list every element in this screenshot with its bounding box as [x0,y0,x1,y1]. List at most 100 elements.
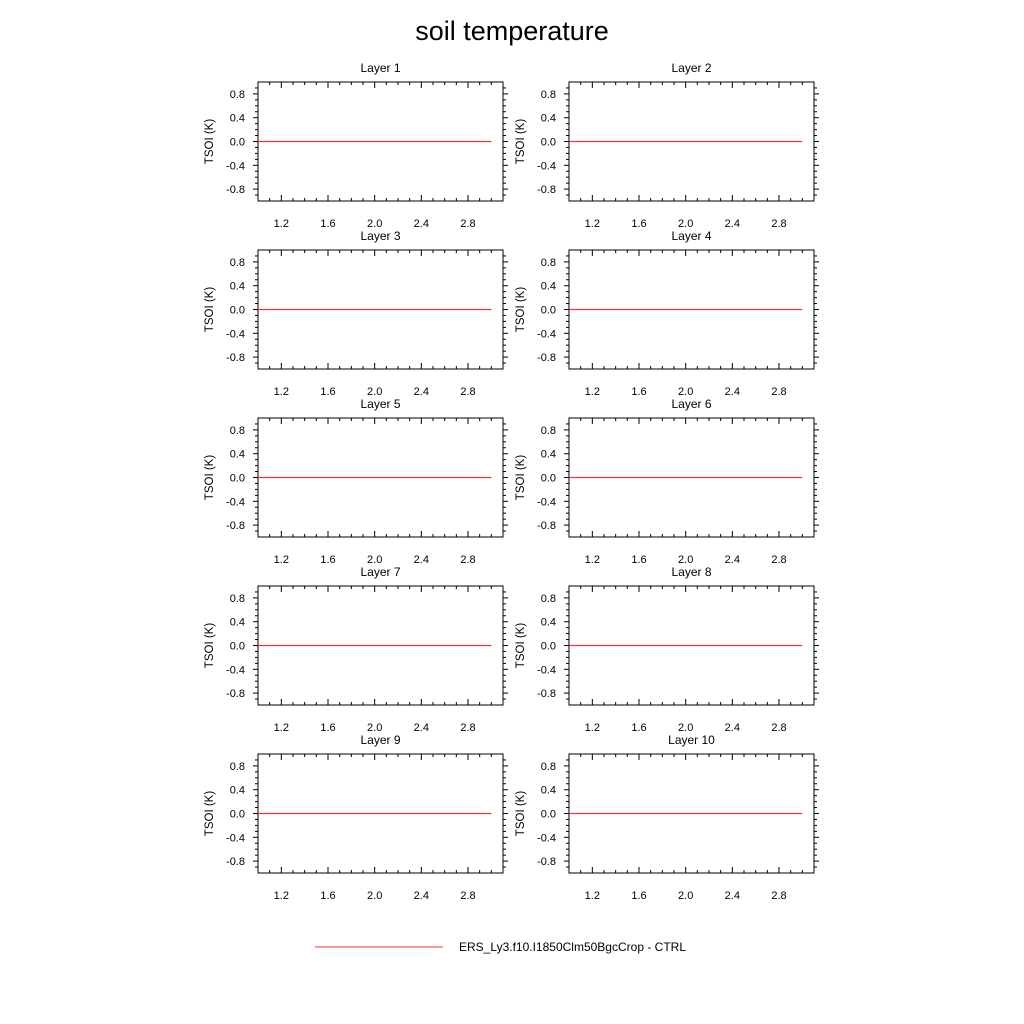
y-tick-label: -0.4 [226,328,245,340]
y-tick-label: 0.4 [230,617,245,629]
y-tick-label: 0.4 [230,449,245,461]
x-tick-label: 1.2 [274,722,289,734]
y-tick-label: 0.4 [230,113,245,125]
figure-title: soil temperature [415,16,609,46]
panel-title: Layer 3 [360,229,400,243]
y-tick-label: -0.8 [537,688,556,700]
y-tick-label: -0.8 [537,856,556,868]
x-tick-label: 2.0 [678,554,693,566]
x-tick-label: 2.8 [771,218,786,230]
x-tick-label: 1.6 [320,722,335,734]
panel-layer-8: Layer 8 1.2 1.6 2.0 2.4 2.8 0.8 0.4 0.0 -0.4 -0.8 T… [515,565,819,734]
y-tick-label: -0.8 [537,352,556,364]
x-tick-label: 1.2 [274,218,289,230]
x-tick-label: 2.4 [725,890,740,902]
y-axis-label: TSOI (K) [515,791,527,837]
y-axis-label: TSOI (K) [515,119,527,165]
x-tick-label: 2.8 [771,386,786,398]
x-tick-label: 1.2 [585,722,600,734]
y-tick-label: 0.8 [541,89,556,101]
x-tick-label: 2.8 [771,722,786,734]
panel-title: Layer 2 [671,61,711,75]
panel-layer-2: Layer 2 1.2 1.6 2.0 2.4 2.8 0.8 0.4 0.0 -0.4 -0.8 T… [515,61,819,230]
x-tick-label: 2.0 [678,890,693,902]
y-tick-label: 0.8 [541,425,556,437]
x-tick-label: 1.6 [320,386,335,398]
y-tick-label: 0.8 [230,257,245,269]
x-tick-label: 2.8 [460,890,475,902]
x-tick-label: 2.8 [460,386,475,398]
y-tick-label: 0.4 [541,785,556,797]
x-tick-label: 1.2 [274,386,289,398]
y-tick-label: 0.0 [541,641,556,653]
y-tick-label: 0.0 [230,473,245,485]
y-tick-label: -0.4 [537,664,556,676]
panel-layer-3: Layer 3 1.2 1.6 2.0 2.4 2.8 0.8 0.4 0.0 -0.4 -0.8 T… [204,229,508,398]
x-tick-label: 1.2 [274,890,289,902]
x-tick-label: 2.8 [771,890,786,902]
x-tick-label: 2.8 [460,218,475,230]
y-tick-label: -0.8 [226,520,245,532]
panel-title: Layer 5 [360,397,400,411]
y-tick-label: -0.4 [537,832,556,844]
legend-label: ERS_Ly3.f10.I1850Clm50BgcCrop - CTRL [459,940,686,954]
y-tick-label: -0.4 [537,160,556,172]
y-tick-label: 0.0 [230,305,245,317]
y-tick-label: -0.4 [226,832,245,844]
x-tick-label: 1.2 [585,554,600,566]
y-tick-label: -0.4 [537,328,556,340]
y-tick-label: -0.4 [226,664,245,676]
panel-title: Layer 6 [671,397,711,411]
x-tick-label: 2.8 [771,554,786,566]
y-tick-label: 0.4 [230,281,245,293]
y-tick-label: -0.8 [226,184,245,196]
x-tick-label: 2.4 [725,218,740,230]
y-axis-label: TSOI (K) [204,455,216,501]
y-axis-label: TSOI (K) [515,623,527,669]
y-tick-label: 0.4 [541,449,556,461]
panel-layer-10: Layer 10 1.2 1.6 2.0 2.4 2.8 0.8 0.4 0.0 -0.4 -0.8… [515,733,819,902]
x-tick-label: 2.0 [367,890,382,902]
panel-title: Layer 8 [671,565,711,579]
panel-title: Layer 9 [360,733,400,747]
y-tick-label: 0.0 [541,137,556,149]
x-tick-label: 1.2 [585,386,600,398]
y-axis-label: TSOI (K) [515,455,527,501]
y-tick-label: 0.8 [541,593,556,605]
x-tick-label: 1.6 [631,554,646,566]
y-tick-label: 0.8 [230,89,245,101]
y-tick-label: 0.0 [230,809,245,821]
y-axis-label: TSOI (K) [204,119,216,165]
x-tick-label: 2.0 [367,554,382,566]
x-tick-label: 2.0 [367,218,382,230]
x-tick-label: 2.4 [414,722,429,734]
y-tick-label: -0.4 [537,496,556,508]
y-axis-label: TSOI (K) [204,791,216,837]
x-tick-label: 1.2 [585,890,600,902]
panel-layer-4: Layer 4 1.2 1.6 2.0 2.4 2.8 0.8 0.4 0.0 -0.4 -0.8 T… [515,229,819,398]
y-tick-label: 0.8 [230,761,245,773]
x-tick-label: 1.6 [631,722,646,734]
x-tick-label: 2.0 [367,722,382,734]
x-tick-label: 2.0 [678,386,693,398]
panel-layer-1: Layer 1 1.2 1.6 2.0 2.4 2.8 0.8 0.4 0.0 -0.4 -0.8 T… [204,61,508,230]
y-tick-label: -0.8 [226,688,245,700]
panel-layer-9: Layer 9 1.2 1.6 2.0 2.4 2.8 0.8 0.4 0.0 -0.4 -0.8 T… [204,733,508,902]
y-tick-label: 0.8 [230,593,245,605]
x-tick-label: 2.4 [414,554,429,566]
y-tick-label: 0.0 [230,641,245,653]
y-tick-label: -0.8 [537,184,556,196]
panel-title: Layer 7 [360,565,400,579]
panel-title: Layer 1 [360,61,400,75]
y-tick-label: 0.0 [230,137,245,149]
panel-title: Layer 4 [671,229,711,243]
x-tick-label: 1.6 [631,890,646,902]
x-tick-label: 1.2 [274,554,289,566]
y-tick-label: 0.4 [541,113,556,125]
y-tick-label: -0.4 [226,496,245,508]
y-tick-label: -0.8 [226,352,245,364]
panel-grid: Layer 1 1.2 1.6 2.0 2.4 2.8 0.8 0.4 0.0 -0.4 -0.8 T… [204,61,819,902]
x-tick-label: 2.4 [414,890,429,902]
legend: ERS_Ly3.f10.I1850Clm50BgcCrop - CTRL [315,940,686,954]
